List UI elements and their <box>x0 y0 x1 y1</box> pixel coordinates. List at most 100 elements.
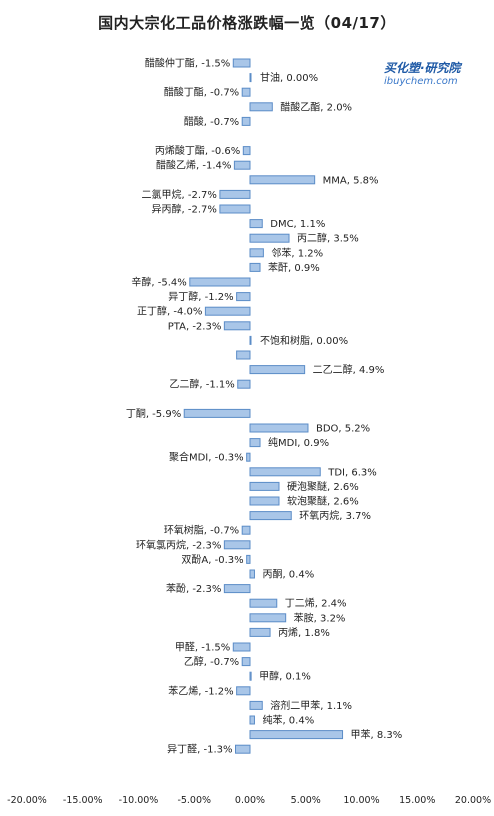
bar-label: 环氧树脂, -0.7% <box>164 524 239 537</box>
bar-label: 丙酮, 0.4% <box>262 569 314 581</box>
bar <box>249 511 292 521</box>
bar <box>249 248 264 258</box>
bar-label: 醋酸乙烯, -1.4% <box>156 159 231 172</box>
x-tick-label: 0.00% <box>235 795 265 806</box>
brand-url: ibuychem.com <box>384 76 458 87</box>
bar <box>249 481 280 491</box>
bar <box>236 292 251 302</box>
x-tick-label: 10.00% <box>343 795 379 806</box>
bar-label: 醋酸仲丁酯, -1.5% <box>145 57 230 70</box>
bar <box>249 175 316 185</box>
bar-label: 纯苯, 0.4% <box>262 714 314 727</box>
brand-name: 买化塑·研究院 <box>384 61 461 75</box>
bar <box>223 321 251 331</box>
bar-label: 二氯甲烷, -2.7% <box>142 188 217 201</box>
bar-label: 聚合MDI, -0.3% <box>169 451 244 464</box>
bar <box>241 525 251 535</box>
bar <box>223 540 251 550</box>
bar-label: TDI, 6.3% <box>327 467 377 478</box>
bar <box>219 204 251 214</box>
bar <box>249 219 263 229</box>
chart-title: 国内大宗化工品价格涨跌幅一览（04/17） <box>98 14 396 32</box>
bar <box>242 146 251 156</box>
bar <box>183 408 251 418</box>
x-tick-label: -5.00% <box>177 795 211 806</box>
bar-label: 醋酸丁酯, -0.7% <box>164 86 239 99</box>
bar-label: 软泡聚醚, 2.6% <box>287 495 359 508</box>
bar <box>241 657 251 667</box>
bar <box>249 335 252 345</box>
bar-label: DMC, 1.1% <box>270 219 325 230</box>
bar-label: 丁二烯, 2.4% <box>285 597 347 610</box>
bar <box>249 365 306 375</box>
bar <box>204 306 251 316</box>
bar <box>249 467 321 477</box>
bar-label: 乙醇, -0.7% <box>184 655 239 668</box>
bar-label: 二乙二醇, 4.9% <box>313 363 385 376</box>
bar-label: 丁酮, -5.9% <box>126 408 181 420</box>
bar-label: 苯酐, 0.9% <box>268 261 320 274</box>
x-tick-label: -20.00% <box>7 795 47 806</box>
bar <box>233 160 251 170</box>
bar-label: 甲苯, 8.3% <box>351 728 403 741</box>
bar <box>246 554 251 564</box>
bar <box>232 642 251 652</box>
bar-label: 异丁醇, -1.2% <box>168 290 233 303</box>
bar <box>219 189 251 199</box>
bar-label: 醋酸, -0.7% <box>184 115 239 128</box>
bar <box>249 262 261 272</box>
bar <box>236 350 251 360</box>
bar-label: 甲醛, -1.5% <box>175 641 230 654</box>
bar-label: 甲醇, 0.1% <box>259 670 311 683</box>
bar <box>236 686 251 696</box>
bar-label: 苯乙烯, -1.2% <box>168 684 233 697</box>
bar <box>249 496 280 506</box>
bar-label: 辛醇, -5.4% <box>131 276 186 289</box>
bar <box>249 569 255 579</box>
bar-label: 异丙醇, -2.7% <box>152 203 217 216</box>
x-tick-label: 5.00% <box>291 795 321 806</box>
bar-label: BDO, 5.2% <box>316 424 370 435</box>
brand-watermark: 买化塑·研究院 ibuychem.com <box>384 59 484 87</box>
bar-label: 乙二醇, -1.1% <box>169 378 234 391</box>
bar <box>241 87 251 97</box>
bar-label: 异丁醛, -1.3% <box>167 743 232 756</box>
bar-label: 醋酸乙酯, 2.0% <box>280 100 352 113</box>
bar-label: 环氧丙烷, 3.7% <box>299 509 371 522</box>
x-tick-label: 15.00% <box>399 795 435 806</box>
bar-label: PTA, -2.3% <box>168 321 222 332</box>
x-tick-label: 20.00% <box>455 795 491 806</box>
x-tick-label: -15.00% <box>63 795 103 806</box>
bar-label: 丙烯, 1.8% <box>278 626 330 639</box>
bar <box>249 102 273 112</box>
bar-label: 硬泡聚醚, 2.6% <box>287 480 359 493</box>
bar <box>249 730 344 740</box>
bar <box>249 715 255 725</box>
bar <box>189 277 251 287</box>
bar-label: 苯胺, 3.2% <box>294 611 346 624</box>
bar <box>249 627 271 637</box>
bar <box>249 233 290 243</box>
bar-label: 纯MDI, 0.9% <box>268 436 329 449</box>
bar <box>246 452 251 462</box>
bar-label: 丙烯酸丁酯, -0.6% <box>155 144 240 157</box>
bar-label: 丙二醇, 3.5% <box>297 232 359 245</box>
bar-label: MMA, 5.8% <box>323 175 379 186</box>
bar <box>249 671 252 681</box>
bar <box>249 438 261 448</box>
bar <box>249 423 309 433</box>
bar <box>237 379 251 389</box>
x-tick-label: -10.00% <box>119 795 159 806</box>
bar-label: 甘油, 0.00% <box>260 71 318 84</box>
bar <box>249 598 278 608</box>
bar-label: 不饱和树脂, 0.00% <box>260 334 348 347</box>
bar <box>241 116 251 126</box>
bar <box>223 584 251 594</box>
bar-label: 苯酚, -2.3% <box>166 582 221 595</box>
bar-label: 双酚A, -0.3% <box>181 554 243 566</box>
bar <box>235 744 251 754</box>
bar <box>249 73 252 83</box>
bar <box>232 58 251 68</box>
bar <box>249 700 263 710</box>
